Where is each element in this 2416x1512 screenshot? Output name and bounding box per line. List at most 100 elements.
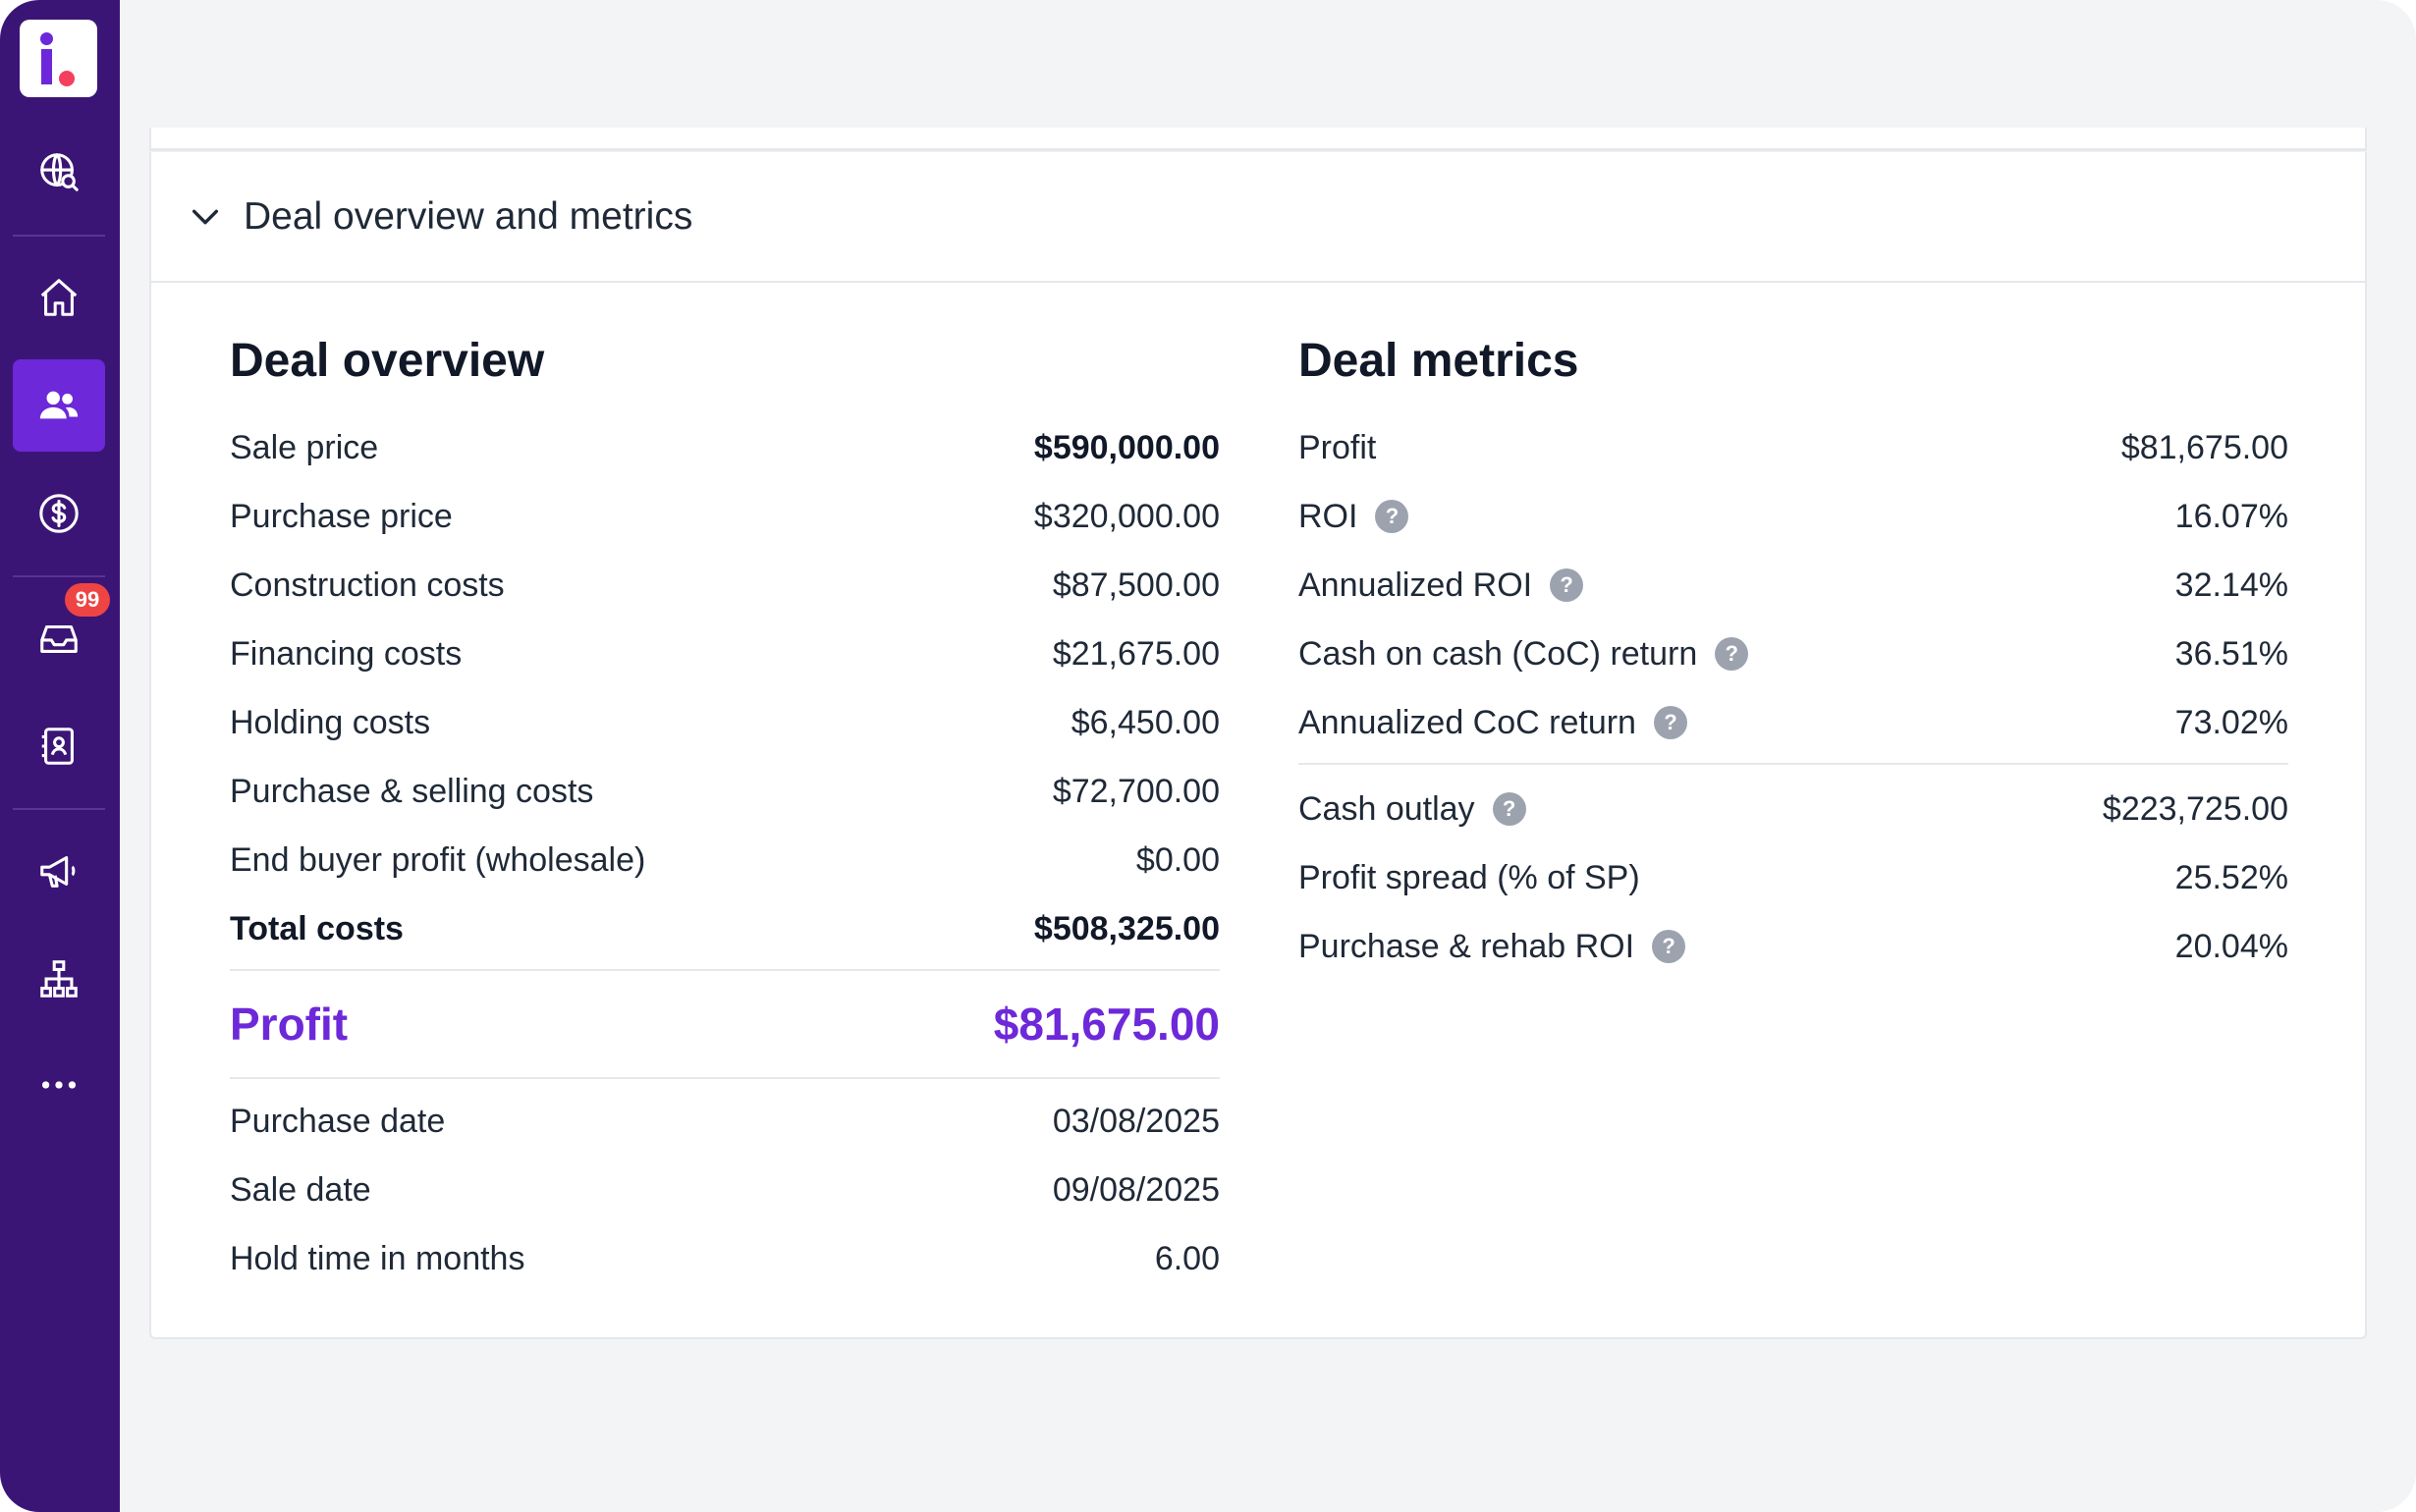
help-icon[interactable]: ?: [1715, 637, 1749, 671]
row-label: Profit spread (% of SP): [1298, 858, 1640, 896]
overview-row-total-costs: Total costs $508,325.00: [230, 894, 1220, 963]
profit-value: $81,675.00: [993, 999, 1220, 1050]
row-value: $72,700.00: [1052, 772, 1220, 810]
profit-label: Profit: [230, 999, 349, 1050]
deal-metrics-heading: Deal metrics: [1298, 335, 1579, 387]
metrics-row-profit-spread: Profit spread (% of SP) 25.52%: [1298, 843, 2288, 912]
row-label: Annualized ROI: [1298, 566, 1533, 604]
overview-row-sale-price: Sale price $590,000.00: [230, 413, 1220, 482]
row-value: $87,500.00: [1052, 566, 1220, 604]
overview-row-financing-costs: Financing costs $21,675.00: [230, 620, 1220, 688]
sidebar-item-more[interactable]: [13, 1039, 105, 1131]
sidebar-item-home[interactable]: [13, 251, 105, 344]
row-label: Profit: [1298, 428, 1377, 466]
row-label: Purchase & selling costs: [230, 772, 594, 810]
row-label: Cash outlay: [1298, 789, 1475, 828]
divider: [230, 1077, 1220, 1079]
row-value: 09/08/2025: [1052, 1170, 1220, 1209]
sidebar-item-org[interactable]: [13, 933, 105, 1025]
metrics-row-annualized-coc: Annualized CoC return? 73.02%: [1298, 688, 2288, 757]
overview-row-hold-time: Hold time in months 6.00: [230, 1224, 1220, 1293]
row-label: Sale price: [230, 428, 379, 466]
row-value: 25.52%: [2174, 858, 2288, 896]
row-label: Purchase & rehab ROI: [1298, 927, 1635, 965]
overview-row-purchase-selling-costs: Purchase & selling costs $72,700.00: [230, 757, 1220, 826]
chevron-down-icon: [192, 209, 219, 224]
row-label: Hold time in months: [230, 1239, 525, 1277]
home-icon: [40, 279, 78, 316]
sidebar-divider: [13, 235, 105, 237]
row-label: Financing costs: [230, 634, 463, 673]
metrics-row-roi: ROI? 16.07%: [1298, 482, 2288, 551]
more-icon: [41, 1081, 77, 1089]
deal-overview-heading: Deal overview: [230, 335, 545, 387]
row-value: $81,675.00: [2120, 428, 2288, 466]
dollar-icon: [39, 494, 79, 533]
sidebar-item-marketing[interactable]: [13, 825, 105, 917]
row-label: Annualized CoC return: [1298, 703, 1636, 741]
row-value: 32.14%: [2174, 566, 2288, 604]
row-label: Construction costs: [230, 566, 505, 604]
sidebar: 99: [0, 0, 120, 1512]
sidebar-divider: [13, 575, 105, 577]
row-value: 73.02%: [2174, 703, 2288, 741]
overview-row-purchase-date: Purchase date 03/08/2025: [230, 1087, 1220, 1156]
sidebar-item-inbox[interactable]: [13, 592, 105, 684]
help-icon[interactable]: ?: [1550, 568, 1584, 602]
help-icon[interactable]: ?: [1652, 930, 1686, 963]
row-value: 36.51%: [2174, 634, 2288, 673]
deal-overview-metrics-card: Deal overview and metrics Deal overview …: [149, 152, 2367, 1339]
divider: [230, 969, 1220, 971]
globe-search-icon: [40, 153, 79, 191]
row-label: Cash on cash (CoC) return: [1298, 634, 1698, 673]
sidebar-item-finance[interactable]: [13, 467, 105, 560]
row-label: Sale date: [230, 1170, 371, 1209]
help-icon[interactable]: ?: [1375, 500, 1409, 533]
contacts-icon: [41, 728, 74, 765]
sidebar-item-users[interactable]: [13, 359, 105, 452]
metrics-row-purchase-rehab-roi: Purchase & rehab ROI? 20.04%: [1298, 912, 2288, 981]
row-label: Purchase price: [230, 497, 453, 535]
sidebar-item-globe-search[interactable]: [13, 126, 105, 218]
row-value: $508,325.00: [1033, 909, 1220, 947]
row-value: $6,450.00: [1071, 703, 1220, 741]
previous-section-edge: [149, 128, 2367, 151]
row-value: $21,675.00: [1052, 634, 1220, 673]
row-value: $223,725.00: [2102, 789, 2288, 828]
row-value: 20.04%: [2174, 927, 2288, 965]
row-value: 03/08/2025: [1052, 1102, 1220, 1140]
section-title: Deal overview and metrics: [244, 194, 693, 238]
row-value: $590,000.00: [1033, 428, 1220, 466]
row-value: $320,000.00: [1033, 497, 1220, 535]
row-label: Total costs: [230, 909, 404, 947]
overview-row-end-buyer-profit: End buyer profit (wholesale) $0.00: [230, 826, 1220, 894]
sidebar-divider: [13, 808, 105, 810]
overview-row-holding-costs: Holding costs $6,450.00: [230, 688, 1220, 757]
inbox-badge: 99: [65, 583, 110, 617]
divider: [1298, 763, 2288, 765]
overview-row-sale-date: Sale date 09/08/2025: [230, 1156, 1220, 1224]
row-value: $0.00: [1135, 840, 1220, 879]
metrics-row-coc-return: Cash on cash (CoC) return? 36.51%: [1298, 620, 2288, 688]
row-label: Holding costs: [230, 703, 431, 741]
metrics-row-cash-outlay: Cash outlay? $223,725.00: [1298, 775, 2288, 843]
overview-row-purchase-price: Purchase price $320,000.00: [230, 482, 1220, 551]
help-icon[interactable]: ?: [1492, 792, 1526, 826]
users-icon: [39, 391, 79, 419]
row-value: 6.00: [1154, 1239, 1220, 1277]
inbox-icon: [40, 624, 78, 653]
overview-profit-row: Profit $81,675.00: [230, 971, 1220, 1077]
row-value: 16.07%: [2174, 497, 2288, 535]
org-chart-icon: [40, 960, 78, 998]
section-toggle[interactable]: Deal overview and metrics: [151, 152, 2365, 283]
help-icon[interactable]: ?: [1653, 706, 1687, 739]
metrics-row-profit: Profit $81,675.00: [1298, 413, 2288, 482]
overview-row-construction-costs: Construction costs $87,500.00: [230, 551, 1220, 620]
deal-metrics-panel: Deal metrics Profit $81,675.00 ROI? 16.0…: [1298, 325, 2288, 981]
app-logo[interactable]: [20, 20, 97, 97]
row-label: Purchase date: [230, 1102, 446, 1140]
sidebar-item-contacts[interactable]: [13, 700, 105, 792]
metrics-row-annualized-roi: Annualized ROI? 32.14%: [1298, 551, 2288, 620]
megaphone-icon: [40, 856, 76, 888]
